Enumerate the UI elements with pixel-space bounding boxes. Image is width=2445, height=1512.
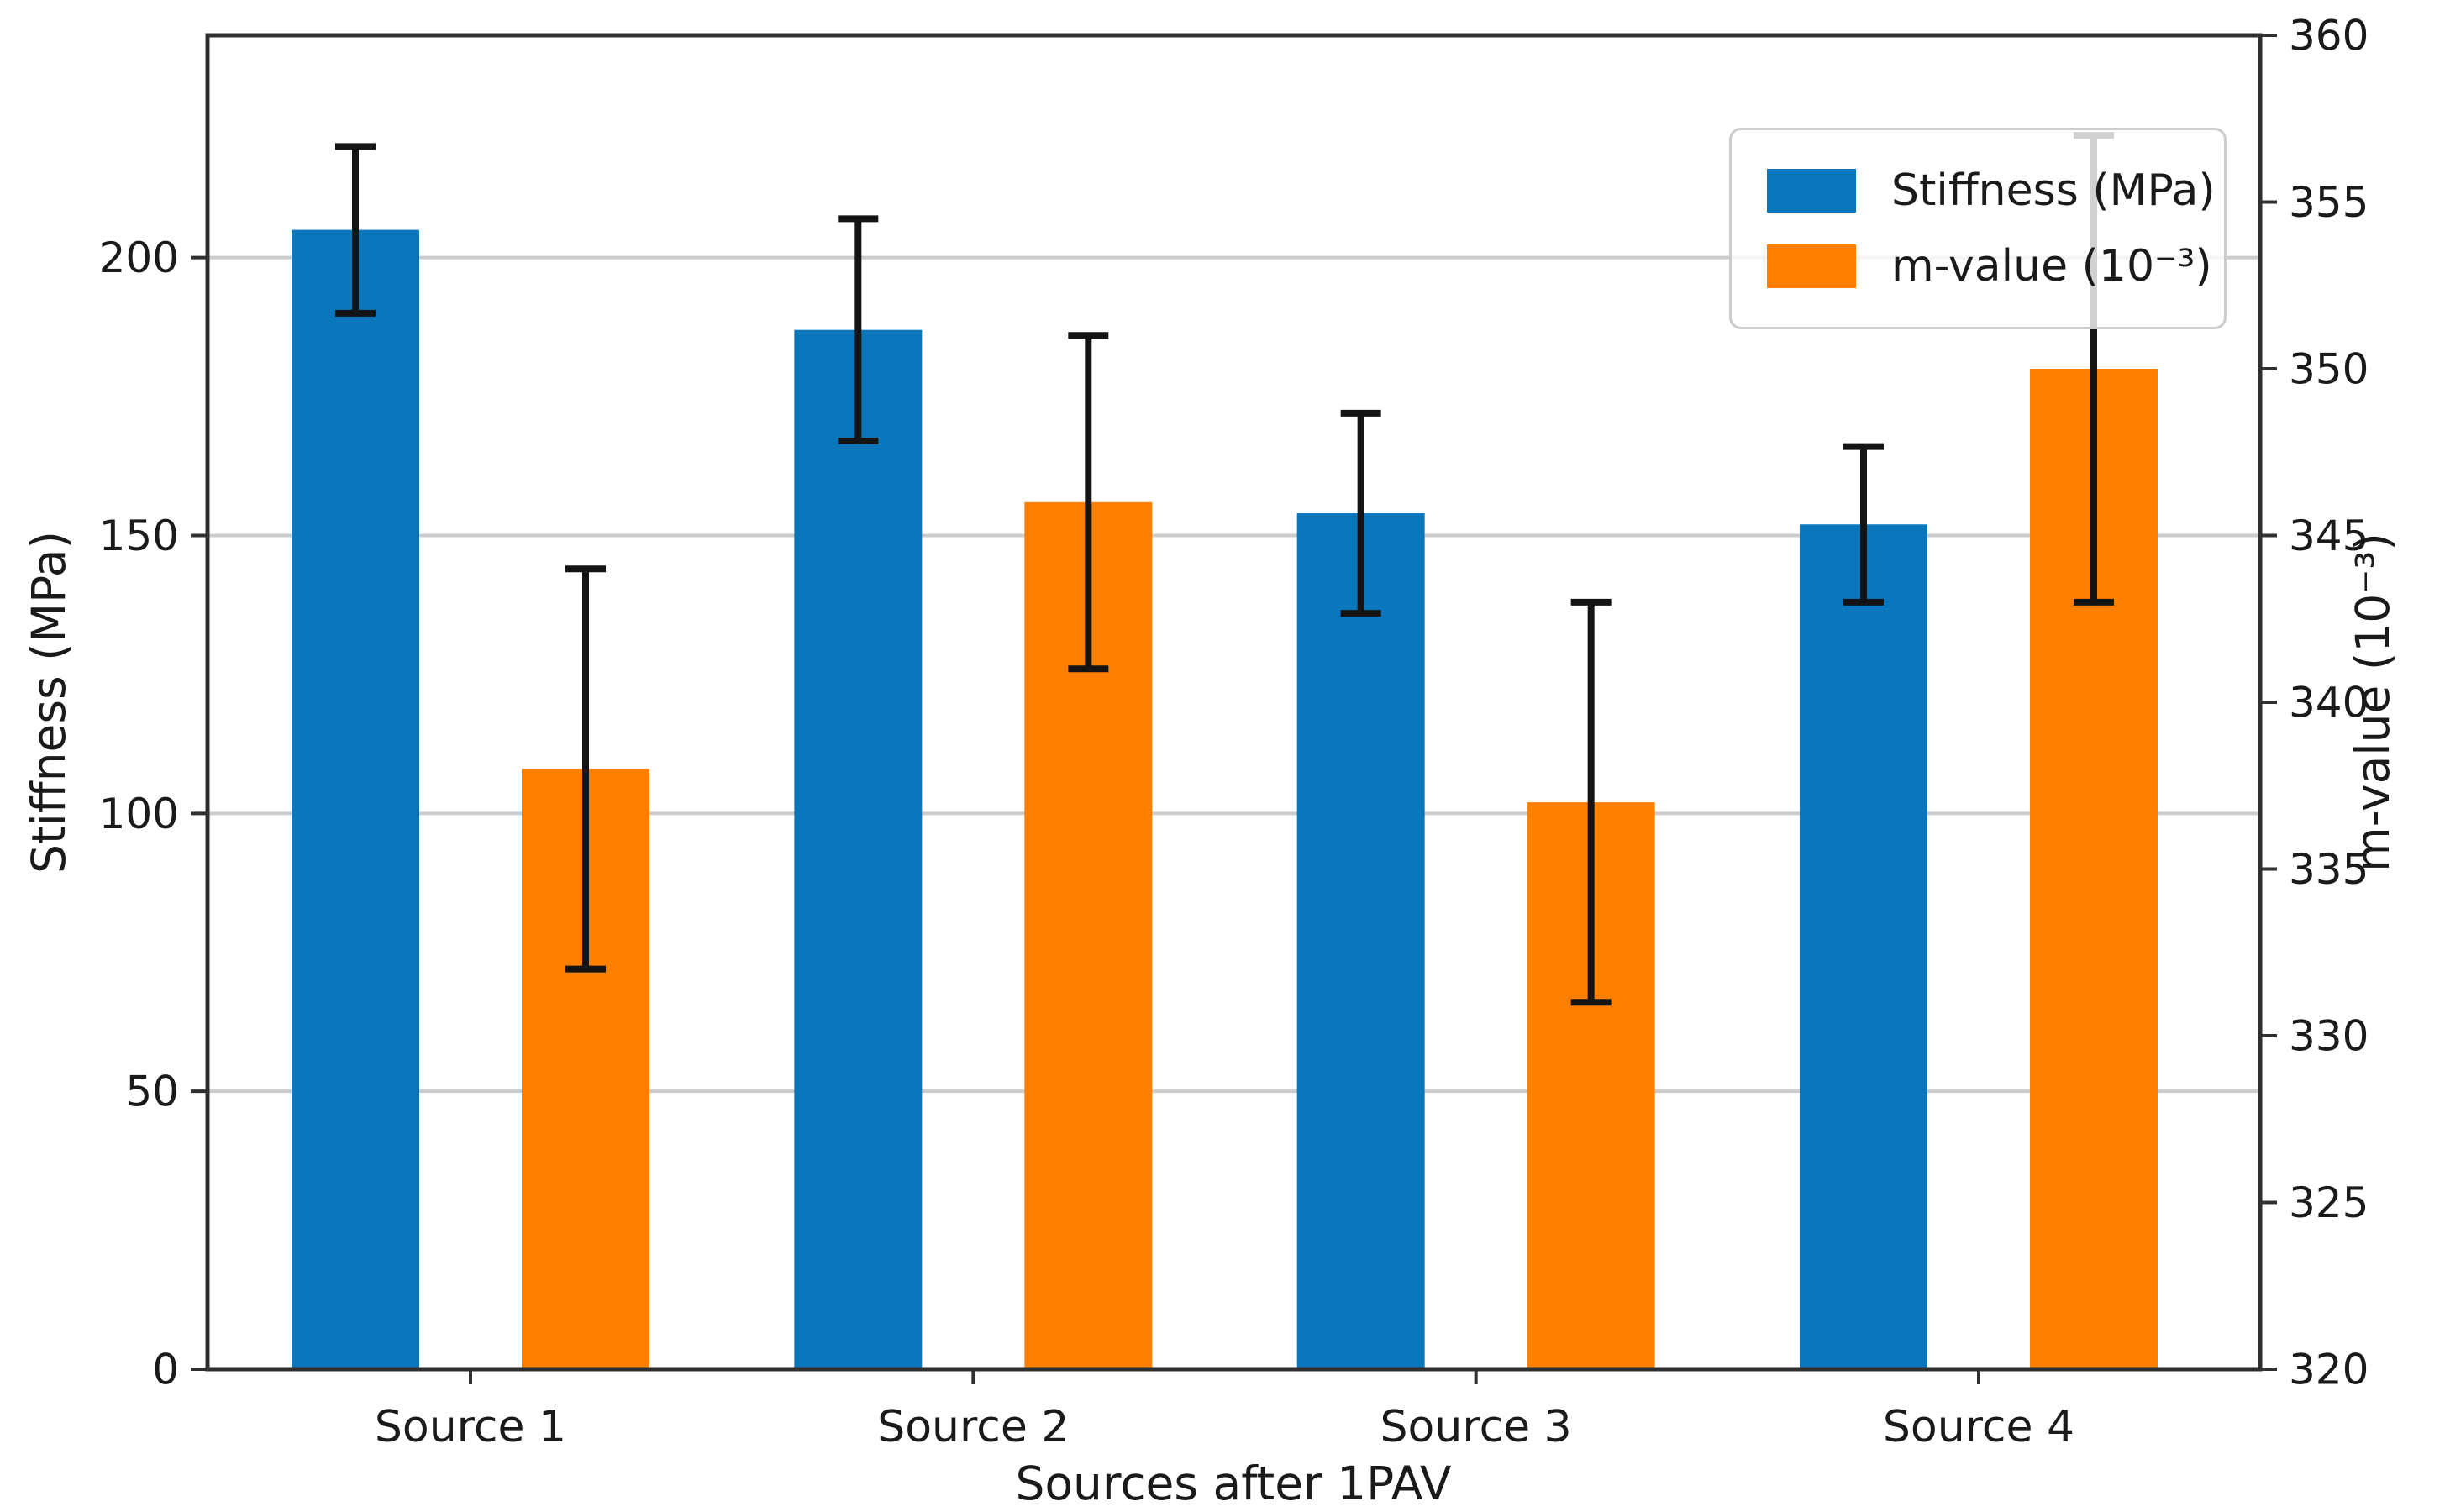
left-tick-label: 100 [99,790,179,838]
x-tick-label: Source 1 [375,1402,566,1452]
right-tick-label: 325 [2289,1179,2369,1227]
left-tick-label: 50 [125,1068,179,1116]
legend-item-m-value: m-value (10⁻³) [1767,241,2224,291]
x-axis-label: Sources after 1PAV [1015,1457,1452,1510]
right-tick-label: 320 [2289,1346,2369,1394]
right-tick-label: 350 [2289,345,2369,394]
x-tick-label: Source 2 [877,1402,1069,1452]
legend-swatch-m-value-icon [1767,244,1856,288]
bar-stiffness-source-4 [1799,524,1927,1369]
x-tick-label: Source 3 [1380,1402,1572,1452]
legend-label-m-value: m-value (10⁻³) [1891,241,2212,291]
legend-swatch-stiffness-icon [1767,169,1856,213]
y-axis-label-right: m-value (10⁻³) [2346,533,2400,872]
right-tick-label: 360 [2289,12,2369,60]
legend: Stiffness (MPa) m-value (10⁻³) [1729,128,2227,329]
right-tick-label: 345 [2289,512,2369,560]
bar-stiffness-source-1 [292,229,419,1369]
right-tick-label: 340 [2289,679,2369,727]
bar-stiffness-source-2 [794,329,923,1369]
right-tick-label: 330 [2289,1012,2369,1061]
x-tick-label: Source 4 [1883,1402,2074,1452]
bar-stiffness-source-3 [1296,513,1425,1369]
right-tick-label: 355 [2289,178,2369,227]
legend-label-stiffness: Stiffness (MPa) [1891,165,2216,216]
left-tick-label: 150 [99,512,179,560]
y-axis-label-left: Stiffness (MPa) [22,531,76,874]
left-tick-label: 0 [152,1346,179,1394]
right-tick-label: 335 [2289,845,2369,894]
legend-item-stiffness: Stiffness (MPa) [1767,165,2224,216]
left-tick-label: 200 [99,234,179,282]
